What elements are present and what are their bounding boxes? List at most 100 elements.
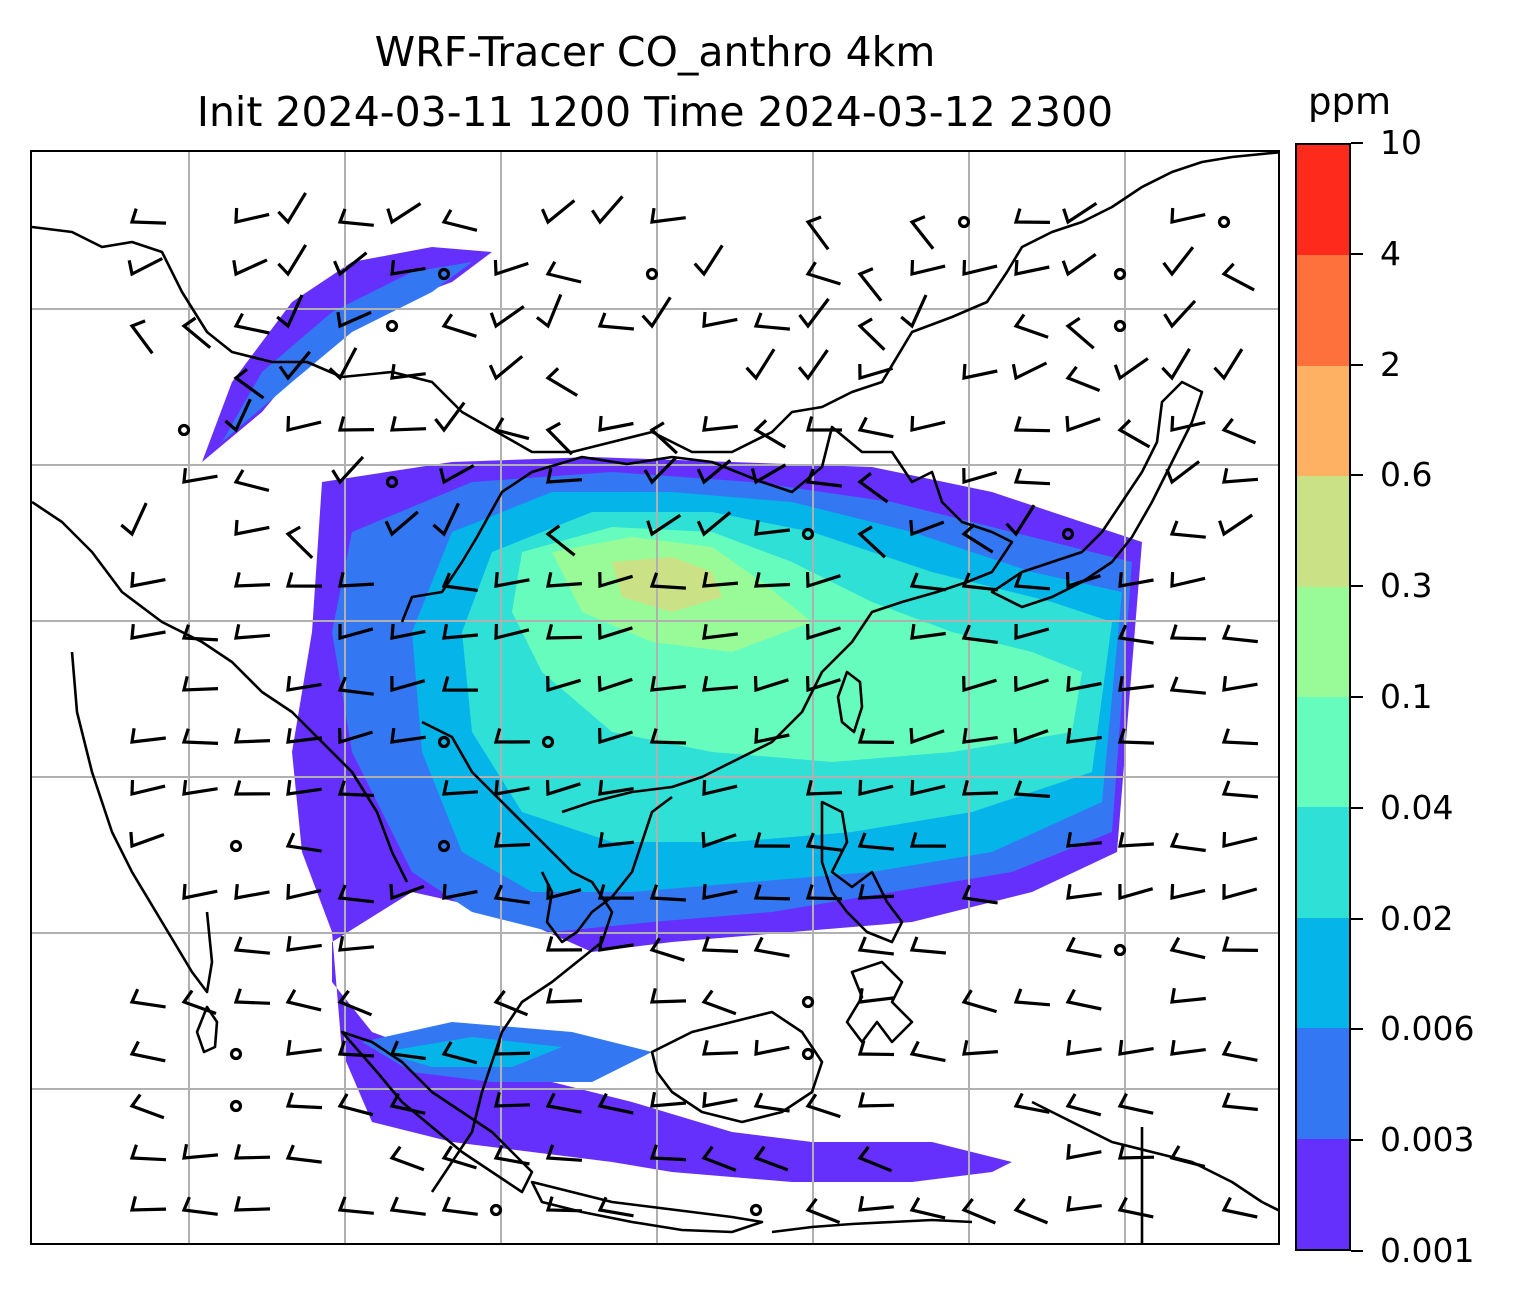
wind-barb	[649, 884, 686, 902]
wind-barb	[910, 623, 946, 640]
calm-wind-marker	[957, 215, 971, 229]
colorbar-swatch	[1297, 476, 1349, 587]
wind-barb	[1170, 883, 1206, 901]
wind-barb	[1013, 572, 1051, 591]
wind-barb	[1118, 831, 1154, 848]
wind-barb	[441, 209, 478, 232]
wind-barb	[129, 208, 167, 225]
wind-barb	[805, 261, 841, 286]
wind-barb	[1222, 467, 1259, 484]
calm-wind-marker	[1061, 527, 1075, 541]
wind-barb	[650, 1091, 687, 1108]
wind-barb	[857, 416, 894, 439]
wind-barb	[961, 884, 998, 905]
wind-barb	[1222, 883, 1258, 901]
wind-barb	[545, 1092, 582, 1114]
coastline-thai-gulf	[540, 795, 673, 944]
wind-barb	[857, 472, 889, 504]
wind-barb	[1221, 624, 1258, 644]
colorbar-swatch	[1297, 365, 1349, 477]
wind-barb	[337, 571, 374, 588]
wind-barb	[390, 675, 426, 693]
wind-barb	[130, 779, 166, 797]
wind-barb	[900, 294, 928, 329]
wind-barb	[702, 883, 738, 900]
wind-barb	[597, 312, 635, 331]
calm-wind-marker	[645, 267, 659, 281]
wind-barb	[597, 623, 633, 641]
wind-barb	[753, 312, 791, 331]
colorbar-swatch	[1297, 807, 1349, 918]
wind-barb	[546, 675, 582, 693]
wind-barb	[494, 571, 530, 588]
wind-barbs	[120, 192, 1259, 1225]
wind-barb	[442, 883, 478, 900]
wind-barb	[285, 572, 323, 588]
wind-barb	[696, 459, 732, 485]
wind-barb	[753, 936, 790, 958]
wind-barb	[753, 832, 791, 848]
wind-barb	[129, 1196, 167, 1212]
wind-barb	[1213, 348, 1244, 381]
wind-barb	[489, 305, 525, 329]
wind-barb	[545, 936, 583, 952]
wind-barb	[277, 192, 307, 225]
wind-barb	[127, 257, 164, 277]
wind-barb	[337, 989, 373, 1017]
wind-barb	[910, 259, 946, 277]
concentration-contour	[222, 262, 472, 442]
wind-barb	[805, 1093, 841, 1119]
wind-barb	[535, 293, 563, 329]
wind-barb	[753, 675, 789, 693]
wind-barb	[745, 348, 776, 381]
coastline-borneo	[650, 1010, 824, 1124]
colorbar-tick	[1351, 252, 1363, 255]
wind-barb	[857, 1145, 893, 1173]
calm-wind-marker	[229, 1047, 243, 1061]
wind-barb	[754, 519, 790, 536]
wind-barb	[805, 675, 841, 693]
wind-barb	[598, 831, 634, 848]
wind-barb	[857, 1040, 895, 1057]
concentration-contour	[612, 557, 722, 612]
wind-barb	[338, 935, 375, 952]
wind-barb	[1011, 361, 1048, 381]
calm-wind-marker	[541, 735, 555, 749]
wind-barb	[857, 728, 895, 744]
wind-barb	[234, 519, 270, 536]
wind-barb	[286, 883, 322, 901]
wind-barb	[1169, 676, 1206, 695]
wind-barb	[441, 572, 478, 592]
wind-barb	[1117, 1196, 1154, 1219]
wind-barb	[597, 1092, 634, 1115]
wind-barb	[129, 831, 165, 849]
wind-barb	[701, 936, 739, 953]
wind-barb	[597, 884, 635, 900]
wind-barb	[286, 727, 322, 744]
wind-barb	[545, 1196, 583, 1213]
wind-barb	[441, 313, 477, 338]
wind-barb	[797, 349, 829, 381]
wind-barb	[909, 936, 947, 955]
wind-barb	[545, 779, 581, 797]
wind-barb	[432, 502, 460, 537]
wind-barb	[1013, 468, 1051, 486]
wind-barb	[702, 571, 739, 588]
wind-barb	[1221, 1196, 1258, 1219]
wind-barb	[545, 624, 583, 640]
coastline-philippines	[820, 800, 904, 944]
wind-barb	[1065, 936, 1102, 959]
wind-barb	[1013, 988, 1051, 1007]
wind-barb	[1221, 1040, 1258, 1062]
wind-barb	[1013, 416, 1051, 433]
wind-barb	[961, 780, 999, 796]
calm-wind-marker	[1113, 267, 1127, 281]
colorbar-tick-label: 4	[1380, 233, 1401, 273]
wind-barb	[120, 502, 148, 537]
colorbar-tick-label: 0.02	[1380, 898, 1454, 938]
calm-wind-marker	[385, 475, 399, 489]
wind-barb	[338, 624, 374, 641]
wind-barb	[857, 832, 895, 851]
wind-barb	[441, 779, 479, 796]
wind-barb	[1170, 571, 1206, 589]
